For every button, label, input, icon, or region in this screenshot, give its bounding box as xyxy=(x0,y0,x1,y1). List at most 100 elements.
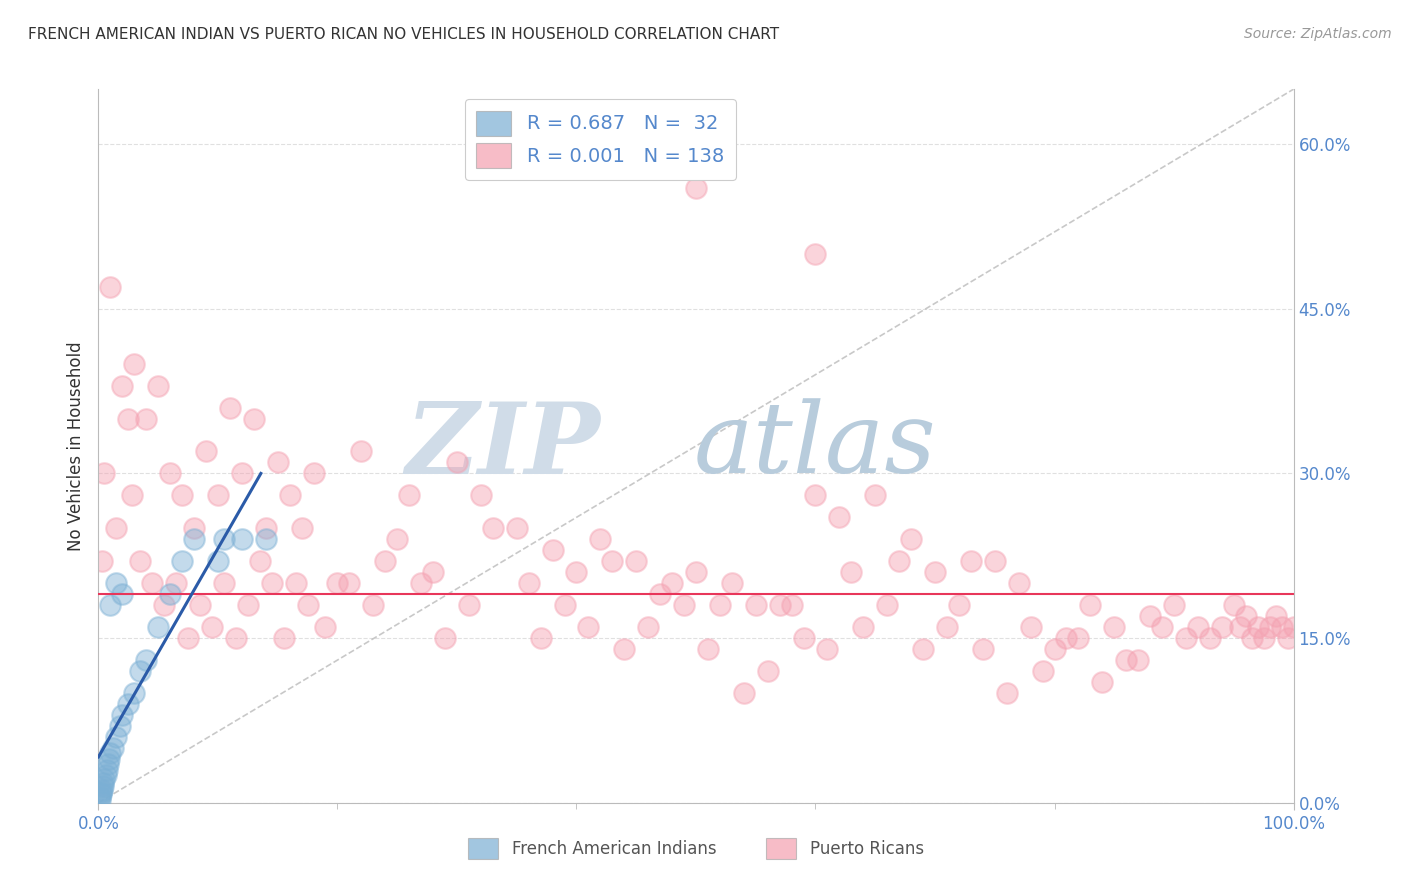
Point xyxy=(745,598,768,612)
Point xyxy=(159,587,181,601)
Point xyxy=(1163,598,1185,612)
Point xyxy=(1211,620,1233,634)
Point xyxy=(117,697,139,711)
Point xyxy=(117,411,139,425)
Point xyxy=(1175,631,1198,645)
Point xyxy=(1229,620,1251,634)
Point xyxy=(219,401,242,415)
Point xyxy=(148,378,170,392)
Point xyxy=(201,620,224,634)
Point xyxy=(284,576,307,591)
Point xyxy=(93,467,115,481)
Text: ZIP: ZIP xyxy=(405,398,600,494)
Point xyxy=(793,631,815,645)
Point xyxy=(111,587,134,601)
Point xyxy=(108,719,131,733)
Point xyxy=(1128,653,1150,667)
Point xyxy=(948,598,970,612)
Point xyxy=(589,533,612,547)
Point xyxy=(148,620,170,634)
Point xyxy=(482,521,505,535)
Point xyxy=(446,455,468,469)
Point xyxy=(960,554,983,568)
Point xyxy=(852,620,875,634)
Point xyxy=(613,642,636,657)
Point xyxy=(172,488,194,502)
Point xyxy=(111,378,134,392)
Point xyxy=(1247,620,1270,634)
Point xyxy=(121,488,143,502)
Point xyxy=(90,785,112,799)
Point xyxy=(398,488,420,502)
Point xyxy=(135,653,157,667)
Point xyxy=(363,598,385,612)
Point xyxy=(673,598,696,612)
Point xyxy=(183,521,205,535)
Point xyxy=(541,543,564,558)
Point xyxy=(912,642,935,657)
Point xyxy=(315,620,337,634)
Text: FRENCH AMERICAN INDIAN VS PUERTO RICAN NO VEHICLES IN HOUSEHOLD CORRELATION CHAR: FRENCH AMERICAN INDIAN VS PUERTO RICAN N… xyxy=(28,27,779,42)
Point xyxy=(1139,609,1161,624)
Point xyxy=(91,776,114,790)
Point xyxy=(260,576,283,591)
Point xyxy=(153,598,176,612)
Point xyxy=(780,598,803,612)
Point xyxy=(804,247,827,261)
Point xyxy=(172,554,194,568)
Point xyxy=(411,576,433,591)
Point xyxy=(326,576,349,591)
Point xyxy=(517,576,540,591)
Point xyxy=(984,554,1007,568)
Point xyxy=(98,747,122,761)
Point xyxy=(254,533,277,547)
Point xyxy=(1223,598,1246,612)
Point xyxy=(98,752,121,766)
Point xyxy=(1032,664,1054,678)
Point xyxy=(291,521,314,535)
Point xyxy=(1277,631,1299,645)
Point xyxy=(733,686,755,700)
Point xyxy=(159,467,181,481)
Point xyxy=(530,631,553,645)
Point xyxy=(506,521,529,535)
Point xyxy=(685,181,707,195)
Point xyxy=(1008,576,1031,591)
Point xyxy=(105,730,128,744)
Point xyxy=(183,533,205,547)
Point xyxy=(972,642,994,657)
Point xyxy=(236,598,259,612)
Point xyxy=(1019,620,1042,634)
Point xyxy=(129,664,152,678)
Text: atlas: atlas xyxy=(695,399,936,493)
Point xyxy=(1271,620,1294,634)
Point xyxy=(1199,631,1222,645)
Point xyxy=(458,598,481,612)
Point xyxy=(254,521,277,535)
Text: Source: ZipAtlas.com: Source: ZipAtlas.com xyxy=(1244,27,1392,41)
Point xyxy=(422,566,444,580)
Point xyxy=(817,642,839,657)
Point xyxy=(97,757,120,772)
Point xyxy=(876,598,898,612)
Point xyxy=(637,620,659,634)
Point xyxy=(1258,620,1281,634)
Point xyxy=(339,576,361,591)
Point xyxy=(889,554,911,568)
Point xyxy=(1080,598,1102,612)
Point xyxy=(565,566,588,580)
Point xyxy=(769,598,792,612)
Point xyxy=(1282,620,1305,634)
Point xyxy=(350,444,373,458)
Point xyxy=(91,782,114,797)
Point xyxy=(101,740,124,755)
Y-axis label: No Vehicles in Household: No Vehicles in Household xyxy=(67,341,86,551)
Point xyxy=(602,554,624,568)
Point xyxy=(249,554,271,568)
Point xyxy=(243,411,266,425)
Point xyxy=(1091,675,1114,690)
Point xyxy=(924,566,946,580)
Point xyxy=(297,598,319,612)
Point xyxy=(470,488,492,502)
Point xyxy=(661,576,683,591)
